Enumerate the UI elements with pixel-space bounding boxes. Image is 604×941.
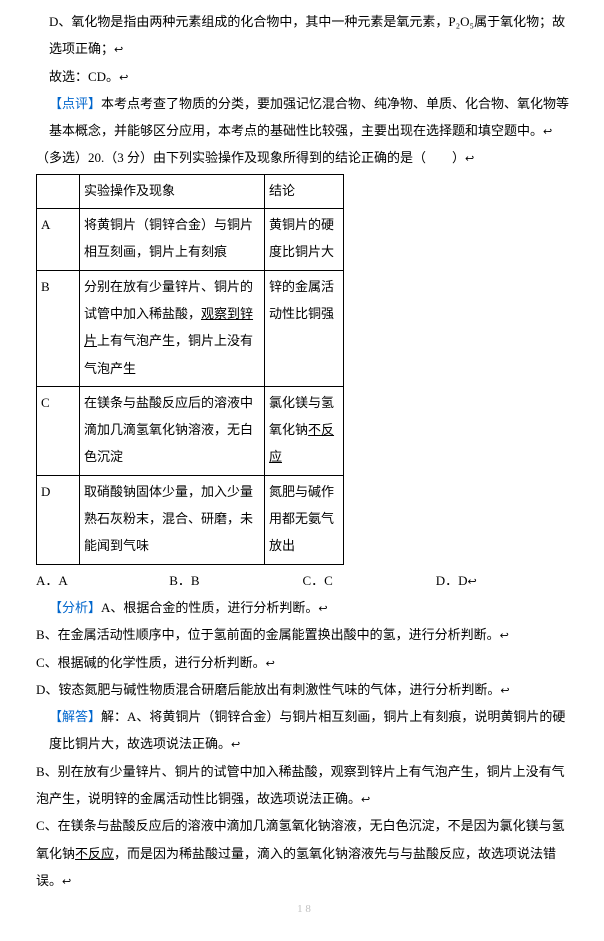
row-key-c: C <box>37 386 80 475</box>
th-blank <box>37 174 80 208</box>
label-jieda: 【解答】 <box>49 709 101 724</box>
page-footer: 1 8 <box>36 898 572 921</box>
th-conclusion: 结论 <box>265 174 344 208</box>
table-row: B 分别在放有少量锌片、铜片的试管中加入稀盐酸，观察到锌片上有气泡产生，铜片上没… <box>37 270 344 386</box>
label-fenxi: 【分析】 <box>49 600 101 615</box>
analysis-c: C、根据碱的化学性质，进行分析判断。↩ <box>36 649 572 676</box>
row-d-cc: 氮肥与碱作用都无氨气放出 <box>265 475 344 564</box>
row-key-b: B <box>37 270 80 386</box>
table-row: D 取硝酸钠固体少量，加入少量熟石灰粉末，混合、研磨，未能闻到气味 氮肥与碱作用… <box>37 475 344 564</box>
analysis-a: 【分析】A、根据合金的性质，进行分析判断。↩ <box>36 594 572 621</box>
question-20-stem: （多选）20.（3 分）由下列实验操作及现象所得到的结论正确的是（ ）↩ <box>36 144 572 171</box>
row-c-cc: 氯化镁与氢氧化钠不反应 <box>265 386 344 475</box>
row-c-op: 在镁条与盐酸反应后的溶液中滴加几滴氢氧化钠溶液，无白色沉淀 <box>80 386 265 475</box>
solve-a: 【解答】解：A、将黄铜片（铜锌合金）与铜片相互刻画，铜片上有刻痕，说明黄铜片的硬… <box>36 703 572 758</box>
table-row: A 将黄铜片（铜锌合金）与铜片相互刻画，铜片上有刻痕 黄铜片的硬度比铜片大 <box>37 209 344 271</box>
solve-b: B、别在放有少量锌片、铜片的试管中加入稀盐酸，观察到锌片上有气泡产生，铜片上没有… <box>36 758 572 813</box>
table-row: C 在镁条与盐酸反应后的溶液中滴加几滴氢氧化钠溶液，无白色沉淀 氯化镁与氢氧化钠… <box>37 386 344 475</box>
option-d: D．D <box>436 567 468 594</box>
row-a-cc: 黄铜片的硬度比铜片大 <box>265 209 344 271</box>
row-b-op: 分别在放有少量锌片、铜片的试管中加入稀盐酸，观察到锌片上有气泡产生，铜片上没有气… <box>80 270 265 386</box>
row-b-cc: 锌的金属活动性比铜强 <box>265 270 344 386</box>
para-dianping: 【点评】本考点考查了物质的分类，要加强记忆混合物、纯净物、单质、化合物、氧化物等… <box>36 90 572 145</box>
option-a: A．A <box>36 567 166 594</box>
experiment-table: 实验操作及现象 结论 A 将黄铜片（铜锌合金）与铜片相互刻画，铜片上有刻痕 黄铜… <box>36 174 344 565</box>
solve-c: C、在镁条与盐酸反应后的溶液中滴加几滴氢氧化钠溶液，无白色沉淀，不是因为氯化镁与… <box>36 812 572 894</box>
options-row: A．A B．B C．C D．D↩ <box>36 567 572 594</box>
row-d-op: 取硝酸钠固体少量，加入少量熟石灰粉末，混合、研磨，未能闻到气味 <box>80 475 265 564</box>
para-d-oxide: D、氧化物是指由两种元素组成的化合物中，其中一种元素是氧元素，P₂O₅属于氧化物… <box>36 8 572 63</box>
label-dianping: 【点评】 <box>49 96 101 111</box>
analysis-d: D、铵态氮肥与碱性物质混合研磨后能放出有刺激性气味的气体，进行分析判断。↩ <box>36 676 572 703</box>
row-a-op: 将黄铜片（铜锌合金）与铜片相互刻画，铜片上有刻痕 <box>80 209 265 271</box>
analysis-b: B、在金属活动性顺序中，位于氢前面的金属能置换出酸中的氢，进行分析判断。↩ <box>36 621 572 648</box>
th-operation: 实验操作及现象 <box>80 174 265 208</box>
option-c: C．C <box>303 567 433 594</box>
row-key-a: A <box>37 209 80 271</box>
row-key-d: D <box>37 475 80 564</box>
para-answer-cd: 故选：CD。↩ <box>36 63 572 90</box>
option-b: B．B <box>169 567 299 594</box>
